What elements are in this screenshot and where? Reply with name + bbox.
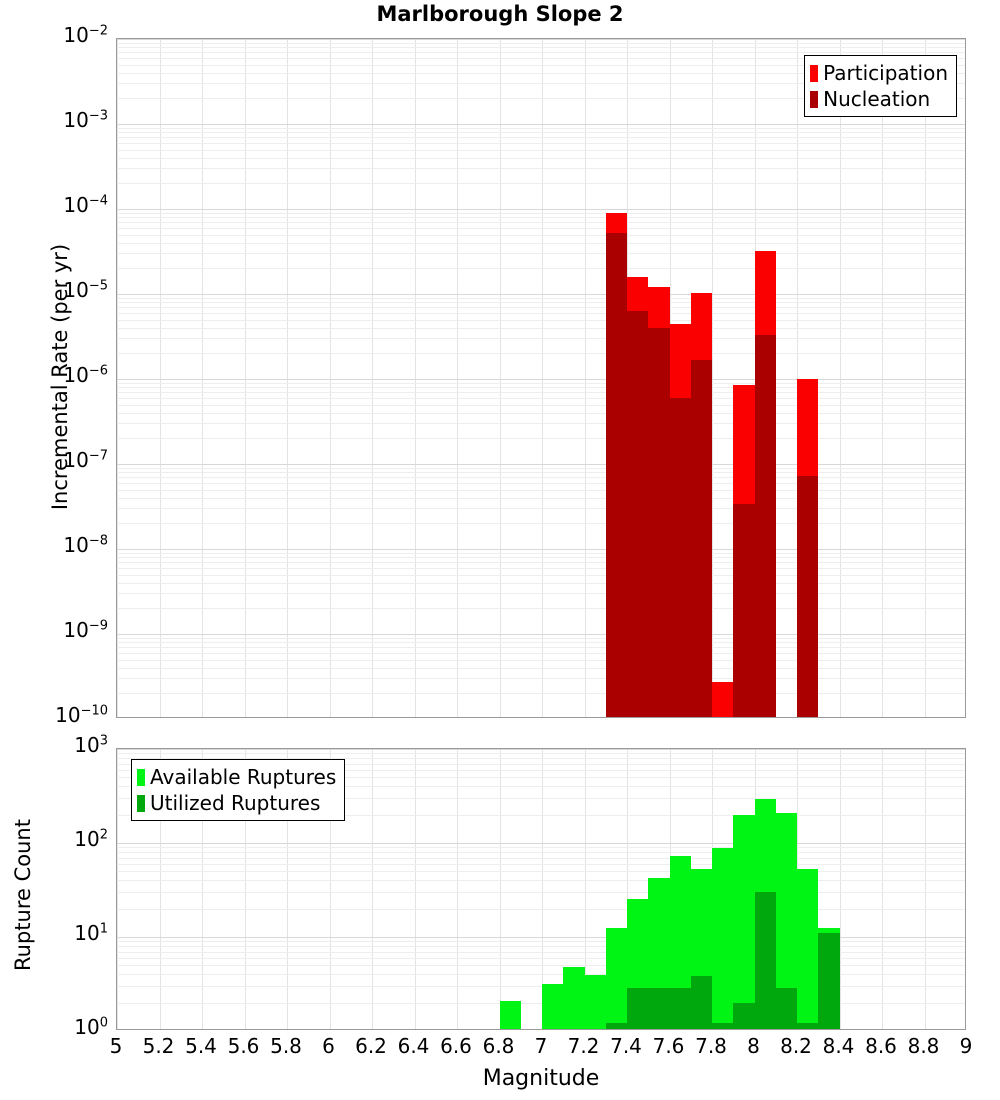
legend-item-participation: Participation [810,60,948,86]
x-axis-tick-label: 7.4 [610,1034,642,1058]
nucleation-swatch-icon [810,90,819,108]
y-axis-tick-label: 10−3 [63,108,108,132]
x-axis-tick-label: 7.6 [652,1034,685,1058]
bar-utilized-ruptures [775,988,797,1029]
y-axis-tick-label: 10−2 [63,23,108,47]
x-axis-tick-label: 8.4 [822,1034,855,1058]
bar-available-ruptures [563,966,585,1029]
x-axis-tick-label: 8 [747,1034,760,1058]
x-axis-tick-label: 6 [322,1034,335,1058]
x-axis-tick-label: 8.2 [780,1034,812,1058]
x-axis-tick-label: 8.6 [865,1034,897,1058]
bar-available-ruptures [584,974,606,1029]
bar-nucleation [648,327,670,717]
bar-available-ruptures [669,855,691,1029]
bar-nucleation [754,335,776,717]
x-axis-tick-label: 7.8 [695,1034,727,1058]
y-axis-tick-label: 10−7 [63,448,108,472]
bar-available-ruptures [712,847,734,1029]
x-axis-title: Magnitude [482,1066,600,1091]
bar-nucleation [797,476,819,717]
x-axis-ticks: 5 5.2 5.4 5.6 5.8 6 6.2 6.4 6.6 6.8 7 7.2 7.4 7.6 7.8 8… [110,1034,973,1062]
incremental-rate-plot: Participation Nucleation [116,38,966,718]
x-axis-tick-label: 6.6 [440,1034,472,1058]
bar-nucleation [690,359,712,717]
bar-utilized-ruptures [712,1023,734,1029]
legend-label-nucleation: Nucleation [823,87,931,111]
top-plot-y-axis-ticks: 10−2 10−3 10−4 10−5 10−6 10−7 10−8 10−9 10−10 [0,24,108,725]
bar-available-ruptures [542,984,564,1029]
x-axis-tick-label: 8.8 [907,1034,940,1058]
x-axis-tick-label: 9 [959,1034,973,1058]
y-axis-tick-label: 10−6 [63,363,108,387]
legend-item-available-ruptures: Available Ruptures [137,764,336,790]
bar-available-ruptures [733,814,755,1029]
bar-utilized-ruptures [669,988,691,1029]
participation-swatch-icon [810,64,819,82]
legend-label-utilized-ruptures: Utilized Ruptures [150,791,321,815]
y-axis-tick-label: 101 [74,921,108,945]
bar-utilized-ruptures [754,891,776,1029]
available-ruptures-swatch-icon [137,768,145,786]
x-axis-tick-label: 5.8 [270,1034,302,1058]
bottom-plot-legend: Available Ruptures Utilized Ruptures [131,759,346,821]
bottom-plot-y-axis-ticks: 103 102 101 100 [0,734,108,1037]
bar-utilized-ruptures [733,1002,755,1029]
bottom-plot-bars [117,749,965,1029]
bar-utilized-ruptures [627,988,649,1029]
bar-participation [712,681,734,717]
bar-nucleation [733,504,755,717]
bar-available-ruptures [797,869,819,1029]
y-axis-tick-label: 100 [74,1015,108,1039]
y-axis-tick-label: 10−10 [55,703,108,727]
bottom-plot-y-axis-title: Rupture Count [11,819,35,971]
x-axis-tick-label: 5.4 [185,1034,217,1058]
bar-nucleation [627,310,649,717]
y-axis-tick-label: 102 [74,827,108,851]
bar-available-ruptures [605,927,627,1029]
legend-item-nucleation: Nucleation [810,86,948,112]
rupture-count-plot: Available Ruptures Utilized Ruptures [116,748,966,1030]
top-plot-legend: Participation Nucleation [804,55,957,117]
bar-utilized-ruptures [818,933,840,1029]
top-plot-y-axis-title: Incremental Rate (per yr) [48,243,72,511]
y-axis-tick-label: 10−8 [63,533,108,557]
bar-available-ruptures [499,1000,521,1029]
y-axis-tick-label: 10−5 [63,278,108,302]
utilized-ruptures-swatch-icon [137,794,145,812]
y-axis-tick-label: 103 [74,733,108,757]
page-title: Marlborough Slope 2 [376,2,624,26]
y-axis-tick-label: 10−9 [63,618,108,642]
bar-nucleation [605,232,627,717]
x-axis-tick-label: 5 [109,1034,123,1058]
x-axis-tick-label: 6.4 [397,1034,430,1058]
x-axis-tick-label: 5.2 [142,1034,175,1058]
bar-utilized-ruptures [648,988,670,1029]
x-axis-tick-label: 6.2 [355,1034,387,1058]
x-axis-tick-label: 5.6 [227,1034,260,1058]
x-axis-tick-label: 6.8 [482,1034,515,1058]
top-plot-bars [117,39,965,717]
bar-utilized-ruptures [797,1023,819,1029]
bar-utilized-ruptures [690,975,712,1029]
y-axis-tick-label: 10−4 [63,193,108,217]
legend-label-available-ruptures: Available Ruptures [150,765,337,789]
legend-item-utilized-ruptures: Utilized Ruptures [137,790,336,816]
bar-utilized-ruptures [605,1023,627,1029]
x-axis-tick-label: 7.2 [567,1034,600,1058]
legend-label-participation: Participation [823,61,948,85]
x-axis-tick-label: 7 [534,1034,548,1058]
bar-nucleation [669,398,691,717]
